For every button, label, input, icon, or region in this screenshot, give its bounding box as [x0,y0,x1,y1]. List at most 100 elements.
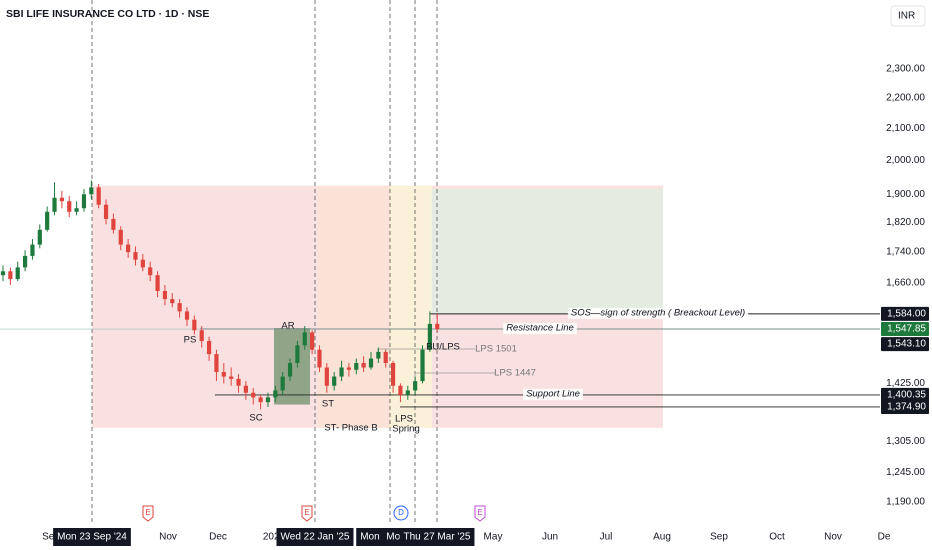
y-tick-label: 1,900.00 [886,189,925,200]
candle-body [398,385,403,396]
x-tick-label: Sep [710,532,728,543]
candle-body [302,332,307,346]
price-box-label: 1,584.00 [887,309,926,320]
annotation: ST [322,399,334,410]
candle-body [8,271,13,280]
candle-body [126,244,131,253]
annotation: BU/LPS [426,342,460,353]
annotation: SC [249,413,262,424]
candle-body [258,397,263,403]
candle-body [265,397,271,403]
y-tick-label: 1,660.00 [886,278,925,289]
x-tick-label: Aug [653,532,671,543]
candle-body [280,376,285,391]
crosshair-label: Mon 23 Sep '24 [57,532,127,543]
x-tick-label: 2025 [263,532,286,543]
event-icon [142,505,154,522]
level-label: Support Line [526,388,580,399]
price-box [881,387,929,402]
event-label: D [398,508,404,517]
candle-body [413,381,418,391]
candle-body [118,229,123,245]
candle-body [30,244,35,256]
candle-body [310,332,315,350]
x-tick-label: Jul [600,532,613,543]
candle-body [206,340,212,355]
candle-body [332,376,337,386]
candle-body [361,362,366,368]
candle-body [221,371,226,377]
x-tick-label: Nov [159,532,177,543]
candle-body [199,330,204,341]
y-tick-label: 1,425.00 [886,378,925,389]
y-tick-label: 1,305.00 [886,436,925,447]
price-box [881,306,929,321]
candle-body [287,362,293,377]
y-tick-label: 2,300.00 [886,63,925,74]
crosshair-box [399,528,475,546]
candle-body [368,358,374,368]
price-box-label: 1,400.35 [887,390,926,401]
candle-body [89,187,94,195]
candle-body [184,311,190,320]
zone [430,188,663,314]
event-icon [474,505,486,522]
candle-body [52,197,57,212]
y-tick-label: 1,820.00 [886,217,925,228]
candle-body [162,291,168,300]
candle-body [22,255,28,268]
event-label: E [477,508,482,517]
candle-body [37,229,42,245]
level-label-bg [523,388,583,400]
candle-body [140,259,145,268]
level-label: SOS—sign of strength ( Breackout Level) [571,307,745,318]
candle-body [295,345,300,363]
price-box [881,322,929,337]
y-tick-label: 1,740.00 [886,247,925,258]
y-tick-label: 1,190.00 [886,497,925,508]
candle-body [317,349,322,368]
candle-body [15,267,20,280]
event-label: E [304,508,309,517]
annotation: AR [281,321,294,332]
x-tick-label: Oct [769,532,785,543]
candle-body [45,211,50,230]
candle-body [405,390,410,396]
chart-title: SBI LIFE INSURANCE CO LTD · 1D · NSE [6,8,209,20]
crosshair-box [53,528,131,546]
x-tick-label: Sep [42,532,60,543]
candle-body [81,194,87,209]
crosshair-label: Wed 22 Jan '25 [281,532,350,543]
annotation: ST- Phase B [324,423,377,434]
currency[interactable]: INR [898,11,915,22]
candle-body [236,378,241,386]
candle-body [420,349,425,382]
candle-body [229,376,234,379]
annotation: LPS [395,414,413,425]
x-tick-label: Nov [824,532,842,543]
candle-body [133,252,138,260]
currency-button[interactable] [890,5,926,27]
candle-body [339,367,344,377]
crosshair-label: Mon [386,532,405,543]
x-tick-label: Jun [542,532,558,543]
annotation: Spring [392,424,419,435]
candle-body [59,197,64,202]
price-box [881,399,929,414]
candle-body [192,319,197,331]
crosshair-label: Mon ( [360,532,386,543]
candle-body [354,362,359,370]
x-tick-label: Dec [209,532,227,543]
annotation: LPS 1501 [475,344,517,355]
y-tick-label: 2,100.00 [886,123,925,134]
level-label: Resistance Line [506,323,574,334]
candle-body [390,362,396,386]
price-box-label: 1,543.10 [887,339,926,350]
candle-body [376,351,381,359]
candle-body [383,351,388,363]
annotation: PS [184,335,197,346]
event-icon [393,505,409,521]
crosshair-box [356,528,390,546]
level-label-bg [567,307,749,319]
